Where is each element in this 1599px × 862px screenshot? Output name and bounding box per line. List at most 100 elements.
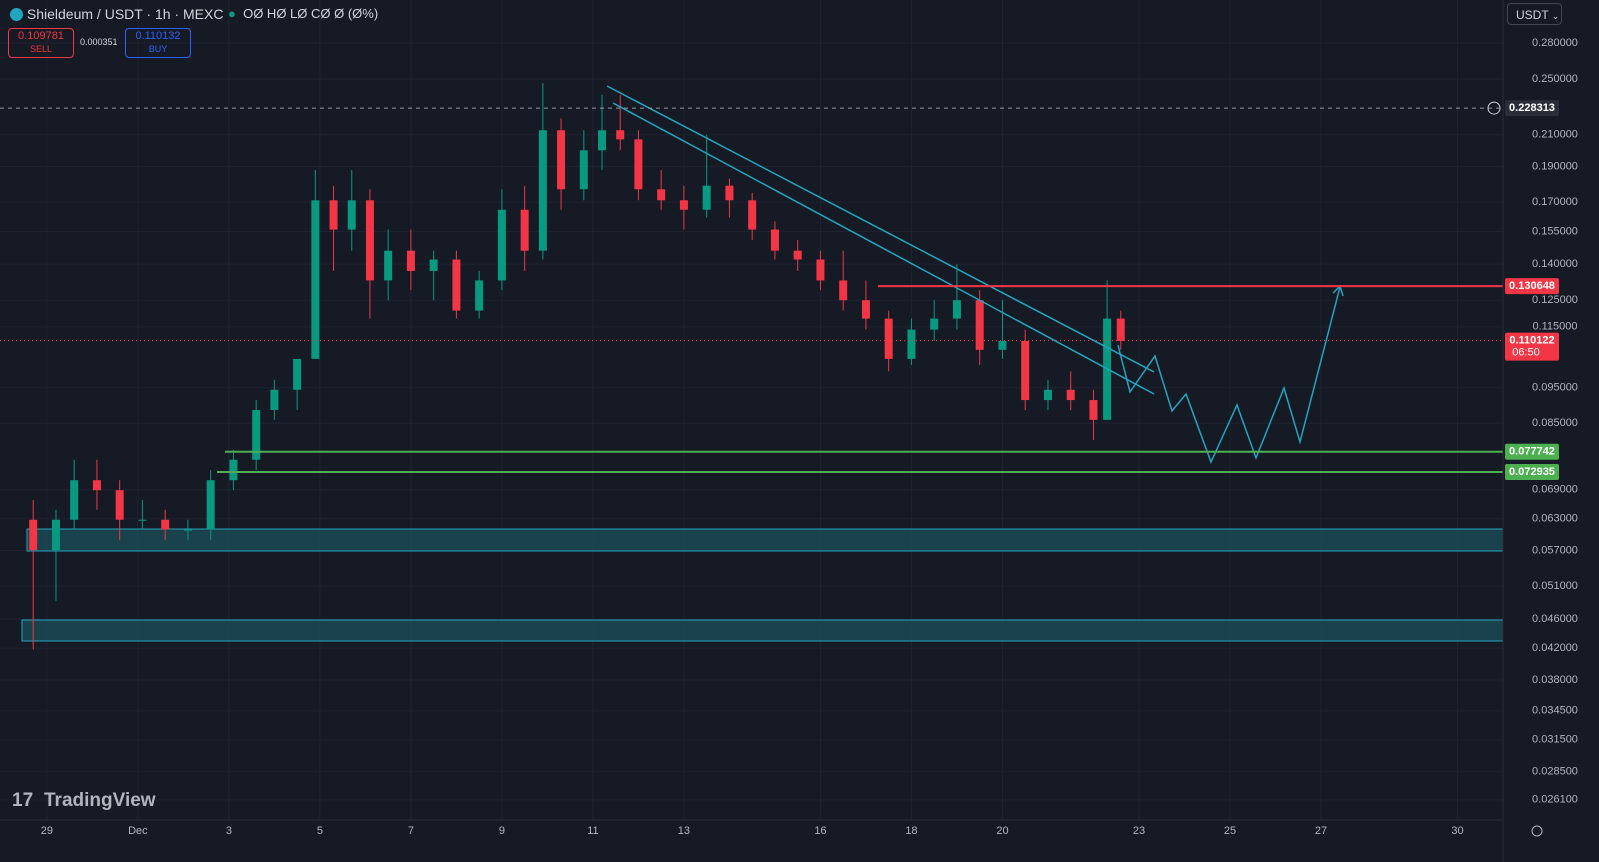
symbol-icon bbox=[10, 8, 23, 21]
y-tick-label: 0.155000 bbox=[1532, 226, 1578, 238]
currency: USDT bbox=[1516, 8, 1549, 22]
x-tick-label: 3 bbox=[226, 825, 232, 837]
x-tick-label: 25 bbox=[1224, 825, 1236, 837]
candle-body bbox=[1089, 400, 1098, 420]
y-tick-label: 0.190000 bbox=[1532, 161, 1578, 173]
currency-select[interactable]: USDT ⌄ bbox=[1507, 3, 1562, 25]
buy-button[interactable]: 0.110132 BUY bbox=[125, 28, 191, 58]
y-tick-label: 0.115000 bbox=[1532, 321, 1577, 333]
candle-body bbox=[520, 209, 529, 251]
candle-body bbox=[497, 209, 506, 281]
y-tick-label: 0.034500 bbox=[1532, 705, 1578, 717]
grid bbox=[0, 0, 1503, 820]
candle-body bbox=[452, 259, 461, 311]
candle-body bbox=[252, 409, 261, 460]
projection-path bbox=[1117, 286, 1341, 464]
price-tag-label: 0.077742 bbox=[1509, 446, 1555, 458]
candle-body bbox=[29, 519, 38, 551]
candle-body bbox=[183, 529, 192, 531]
y-tick-label: 0.170000 bbox=[1532, 196, 1578, 208]
candle-body bbox=[270, 389, 279, 410]
price-tag bbox=[1505, 100, 1559, 117]
candle-body bbox=[311, 200, 320, 359]
candle-body bbox=[538, 130, 547, 251]
candle-body bbox=[384, 250, 393, 281]
symbol-text: Shieldeum / USDT · 1h · MEXC bbox=[26, 6, 224, 22]
settings-icon[interactable] bbox=[1531, 825, 1543, 837]
candle-body bbox=[70, 480, 79, 520]
candle-body bbox=[92, 480, 101, 491]
candle-body bbox=[206, 480, 215, 530]
y-tick-label: 0.095000 bbox=[1532, 382, 1578, 394]
candle-body bbox=[347, 200, 356, 230]
candle-body bbox=[657, 189, 666, 201]
y-tick-label: 0.031500 bbox=[1532, 734, 1578, 746]
y-tick-label: 0.063000 bbox=[1532, 513, 1578, 525]
candle-body bbox=[557, 130, 566, 190]
brand-mark: 17 bbox=[12, 790, 33, 811]
y-tick-label: 0.026100 bbox=[1532, 794, 1578, 806]
x-tick-label: 11 bbox=[587, 825, 598, 837]
sell-label: SELL bbox=[29, 44, 53, 54]
candle-body bbox=[1021, 340, 1030, 401]
buy-label: BUY bbox=[148, 44, 168, 54]
y-tick-label: 0.140000 bbox=[1532, 258, 1578, 270]
candle-body bbox=[884, 318, 893, 359]
add-alert-icon[interactable] bbox=[1487, 101, 1501, 115]
sell-button[interactable]: 0.109781 SELL bbox=[8, 28, 74, 58]
candle-body bbox=[51, 519, 60, 551]
x-tick-label: 13 bbox=[678, 825, 690, 837]
x-tick-label: 29 bbox=[41, 825, 53, 837]
x-tick-label: 9 bbox=[499, 825, 505, 837]
candle-body bbox=[725, 185, 734, 201]
candle-body bbox=[634, 139, 643, 190]
candle-body bbox=[161, 519, 170, 530]
y-tick-label: 0.210000 bbox=[1532, 129, 1578, 141]
sell-price: 0.109781 bbox=[18, 30, 64, 42]
symbol-title[interactable]: Shieldeum / USDT · 1h · MEXC bbox=[10, 6, 223, 22]
x-tick-label: 23 bbox=[1133, 825, 1145, 837]
price-tag-label: 0.130648 bbox=[1509, 280, 1555, 292]
candle-body bbox=[115, 490, 124, 520]
candle-body bbox=[1066, 389, 1075, 401]
y-tick-label: 0.051000 bbox=[1532, 580, 1578, 592]
candle-body bbox=[907, 329, 916, 359]
candle-body bbox=[816, 259, 825, 281]
y-tick-label: 0.057000 bbox=[1532, 545, 1578, 557]
candle-body bbox=[598, 130, 607, 151]
price-tag bbox=[1505, 332, 1559, 361]
candle-body bbox=[293, 358, 302, 390]
candle-body bbox=[1116, 318, 1125, 341]
candle-body bbox=[952, 300, 961, 319]
price-tag-label: 0.072935 bbox=[1509, 466, 1555, 478]
candle-body bbox=[365, 200, 374, 281]
candle-body bbox=[975, 300, 984, 350]
y-tick-label: 0.250000 bbox=[1532, 73, 1578, 85]
candles bbox=[29, 82, 1125, 650]
price-tag bbox=[1505, 278, 1559, 295]
candle-body bbox=[579, 150, 588, 190]
ohlc-values: OØ HØ LØ CØ Ø (Ø%) bbox=[243, 6, 379, 21]
y-tick-label: 0.028500 bbox=[1532, 766, 1578, 778]
buy-price: 0.110132 bbox=[135, 30, 181, 42]
x-tick-label: 18 bbox=[905, 825, 917, 837]
candle-body bbox=[406, 250, 415, 271]
trend-line bbox=[606, 85, 1155, 373]
candle-body bbox=[429, 259, 438, 271]
trend-line bbox=[612, 102, 1155, 395]
demand-zone bbox=[26, 528, 1504, 552]
y-tick-label: 0.280000 bbox=[1532, 37, 1578, 49]
y-tick-label: 0.069000 bbox=[1532, 484, 1578, 496]
candle-body bbox=[138, 519, 147, 521]
x-tick-label: 30 bbox=[1451, 825, 1463, 837]
candle-body bbox=[702, 185, 711, 210]
x-tick-label: 27 bbox=[1315, 825, 1327, 837]
candle-body bbox=[839, 280, 848, 301]
candle-body bbox=[930, 318, 939, 330]
candle-body bbox=[229, 459, 238, 481]
y-tick-label: 0.046000 bbox=[1532, 613, 1578, 625]
x-tick-label: 16 bbox=[814, 825, 826, 837]
price-tag bbox=[1505, 464, 1559, 481]
